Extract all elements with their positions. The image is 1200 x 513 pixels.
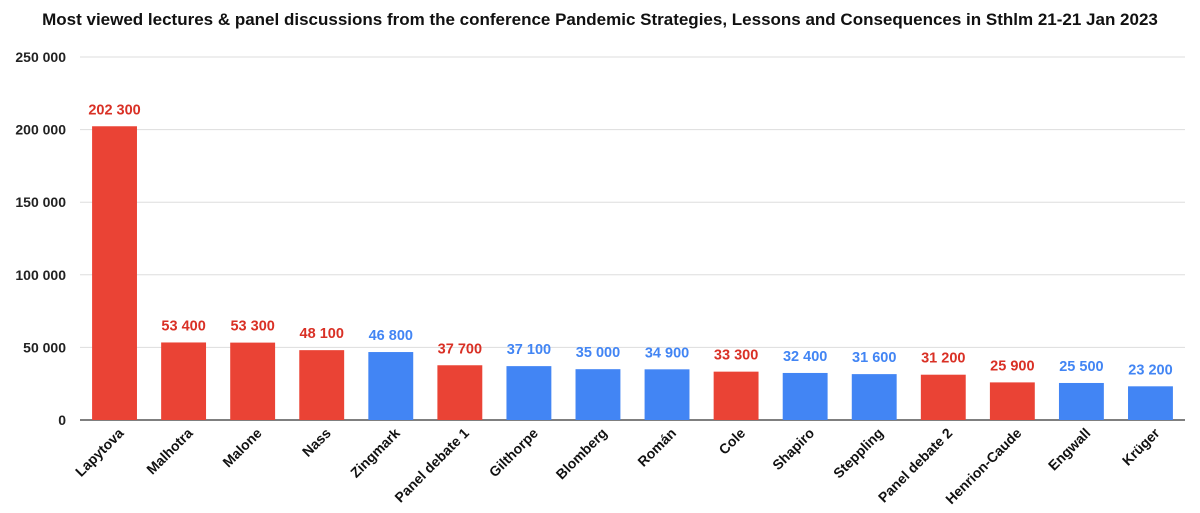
category-label: Krüger [1119, 424, 1163, 468]
y-tick-label: 250 000 [15, 49, 66, 65]
value-label: 53 300 [230, 319, 274, 335]
category-label: Engwall [1045, 425, 1094, 474]
value-label: 25 900 [990, 358, 1034, 374]
category-label: Malhotra [143, 425, 196, 478]
category-label: Malone [219, 425, 265, 471]
bar [92, 126, 137, 420]
category-label: Gilthorpe [486, 425, 541, 480]
bar [644, 369, 690, 420]
category-label: Román [634, 425, 679, 470]
category-label: Nass [299, 425, 334, 460]
value-labels: 202 300 53 400 53 300 48 100 46 800 37 700 37 … [88, 102, 1172, 378]
value-label: 48 100 [300, 326, 344, 342]
value-label: 33 300 [714, 348, 758, 364]
category-label: Zingmark [347, 425, 403, 481]
bar [1058, 382, 1104, 420]
bar [713, 371, 759, 420]
bar [161, 342, 207, 420]
category-label: Lapytova [72, 425, 127, 480]
value-label: 53 400 [161, 318, 205, 334]
category-label: Shapiro [769, 425, 817, 473]
bar [920, 374, 966, 420]
value-label: 23 200 [1128, 362, 1172, 378]
category-label: Cole [715, 425, 748, 458]
value-label: 37 700 [438, 341, 482, 357]
y-tick-label: 150 000 [15, 194, 66, 210]
value-label: 31 600 [852, 350, 896, 366]
bar [1128, 386, 1173, 420]
y-tick-label: 100 000 [15, 267, 66, 283]
value-label: 35 000 [576, 345, 620, 361]
bar [368, 352, 414, 420]
y-tick-label: 50 000 [23, 339, 66, 355]
value-label: 202 300 [88, 102, 140, 118]
bar [989, 382, 1035, 420]
category-label: Blomberg [553, 425, 611, 483]
value-label: 46 800 [369, 328, 413, 344]
value-label: 25 500 [1059, 359, 1103, 375]
value-label: 31 200 [921, 351, 965, 367]
bar [506, 366, 552, 420]
category-label: Henrion-Caude [942, 425, 1024, 507]
chart-title: Most viewed lectures & panel discussions… [42, 10, 1158, 29]
category-label: Steppling [830, 425, 886, 481]
y-tick-label: 0 [58, 412, 66, 428]
category-label: Panel debate 1 [391, 425, 472, 506]
value-label: 32 400 [783, 349, 827, 365]
bar [299, 350, 345, 420]
y-axis-ticks: 0 50 000 100 000 150 000 200 000 250 000 [15, 49, 66, 428]
bar [437, 365, 483, 420]
bar [575, 369, 621, 420]
bar [230, 342, 276, 420]
value-label: 37 100 [507, 342, 551, 358]
value-label: 34 900 [645, 345, 689, 361]
category-labels: Lapytova Malhotra Malone Nass ZingmarkPanel … [72, 424, 1163, 507]
bar [782, 372, 828, 420]
bar [851, 374, 897, 420]
y-tick-label: 200 000 [15, 122, 66, 138]
bars [92, 126, 1173, 420]
